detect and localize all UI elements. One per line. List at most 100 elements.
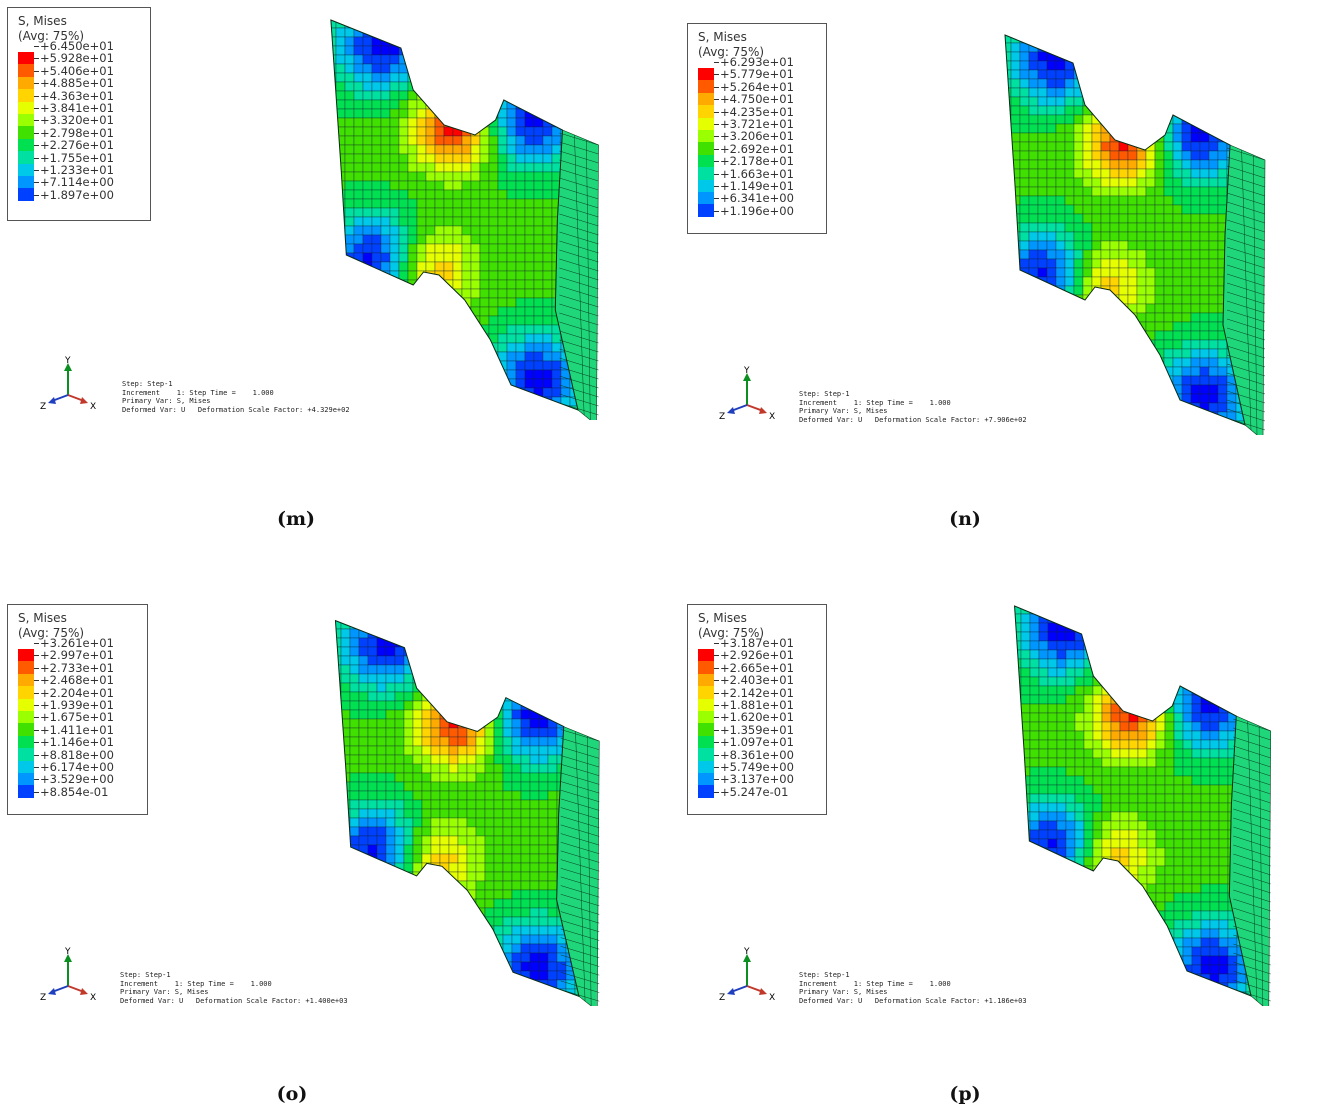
legend-value: +3.187e+01 bbox=[720, 636, 794, 650]
legend-tick bbox=[714, 754, 719, 756]
legend-tick bbox=[714, 791, 719, 793]
legend-value: +5.928e+01 bbox=[40, 51, 114, 66]
legend-swatch bbox=[18, 785, 34, 798]
legend-tick bbox=[714, 86, 719, 88]
legend-value: +1.620e+01 bbox=[720, 710, 794, 725]
legend-tick bbox=[34, 655, 39, 657]
legend-scale: +3.261e+01 +2.997e+01 +2.733e+01 +2.468e+01… bbox=[18, 637, 137, 804]
legend-p: S, Mises (Avg: 75%) +3.187e+01 +2.926e+01… bbox=[687, 604, 827, 815]
panel-label-m: (m) bbox=[276, 508, 316, 530]
legend-tick bbox=[34, 120, 39, 122]
legend-swatch bbox=[698, 673, 714, 687]
legend-value: +1.675e+01 bbox=[40, 710, 114, 725]
legend-value: +2.468e+01 bbox=[40, 673, 114, 688]
legend-tick bbox=[34, 95, 39, 97]
legend-value: +6.450e+01 bbox=[40, 39, 114, 53]
legend-swatch bbox=[18, 138, 34, 152]
legend-tick bbox=[714, 742, 719, 744]
axis-z-label: Z bbox=[40, 402, 46, 412]
legend-level: +1.939e+01 bbox=[18, 699, 137, 724]
legend-tick bbox=[714, 717, 719, 719]
legend-subtitle: (Avg: 75%) bbox=[698, 45, 765, 59]
step-info: Step: Step-1 Increment 1: Step Time = 1.0… bbox=[122, 380, 350, 414]
legend-level: +6.293e+01 bbox=[698, 56, 816, 81]
legend-level: +6.174e+00 bbox=[18, 761, 137, 786]
legend-swatch bbox=[18, 698, 34, 711]
panel-label-o: (o) bbox=[276, 1083, 308, 1105]
legend-level: +3.841e+01 bbox=[18, 102, 140, 127]
legend-value: +1.411e+01 bbox=[40, 722, 114, 737]
legend-swatch bbox=[698, 204, 714, 217]
legend-value: +5.779e+01 bbox=[720, 67, 794, 82]
legend-swatch bbox=[18, 673, 34, 687]
axis-triad: Y Z X bbox=[40, 356, 96, 412]
mesh-plot-n bbox=[1004, 34, 1266, 435]
legend-value: +5.406e+01 bbox=[40, 63, 114, 78]
legend-tick bbox=[714, 692, 719, 694]
step-info: Step: Step-1 Increment 1: Step Time = 1.0… bbox=[799, 971, 1027, 1005]
legend-title: S, Mises bbox=[18, 14, 67, 28]
legend-tick bbox=[34, 157, 39, 159]
axis-z-label: Z bbox=[719, 993, 725, 1003]
legend-tick bbox=[34, 667, 39, 669]
legend-tick bbox=[34, 766, 39, 768]
legend-subtitle: (Avg: 75%) bbox=[18, 29, 85, 43]
legend-level: +2.468e+01 bbox=[18, 674, 137, 699]
panel-p: S, Mises (Avg: 75%) +3.187e+01 +2.926e+01… bbox=[665, 556, 1330, 1111]
legend-value: +2.403e+01 bbox=[720, 673, 794, 688]
legend-subtitle: (Avg: 75%) bbox=[18, 626, 85, 640]
legend-swatch bbox=[18, 760, 34, 773]
legend-n: S, Mises (Avg: 75%) +6.293e+01 +5.779e+01… bbox=[687, 23, 827, 234]
legend-swatch bbox=[18, 175, 34, 189]
legend-swatch bbox=[698, 191, 714, 205]
legend-value: +2.997e+01 bbox=[40, 648, 114, 663]
legend-value: +4.363e+01 bbox=[40, 88, 114, 103]
legend-value: +1.897e+00 bbox=[40, 187, 114, 202]
legend-level: +5.779e+01 bbox=[698, 68, 816, 93]
legend-tick bbox=[714, 643, 719, 644]
legend-scale: +6.450e+01 +5.928e+01 +5.406e+01 +4.885e+01… bbox=[18, 40, 140, 207]
legend-swatch bbox=[18, 188, 34, 201]
panel-m: S, Mises (Avg: 75%) +6.450e+01 +5.928e+01… bbox=[0, 0, 665, 555]
legend-level: +1.881e+01 bbox=[698, 699, 816, 724]
legend-value: +1.939e+01 bbox=[40, 697, 114, 712]
legend-value: +3.529e+00 bbox=[40, 772, 114, 787]
legend-swatch bbox=[18, 686, 34, 699]
legend-level: +1.097e+01 bbox=[698, 736, 816, 761]
legend-tick bbox=[34, 754, 39, 756]
legend-level: +5.247e-01 bbox=[698, 786, 816, 804]
legend-tick bbox=[714, 198, 719, 200]
legend-swatch bbox=[18, 748, 34, 761]
legend-tick bbox=[34, 182, 39, 184]
legend-swatch bbox=[18, 723, 34, 736]
legend-level: +6.341e+00 bbox=[698, 192, 816, 217]
axis-y-label: Y bbox=[64, 356, 71, 366]
legend-m: S, Mises (Avg: 75%) +6.450e+01 +5.928e+01… bbox=[7, 7, 151, 221]
legend-swatch bbox=[698, 179, 714, 192]
legend-level: +4.235e+01 bbox=[698, 106, 816, 130]
legend-value: +1.881e+01 bbox=[720, 697, 794, 712]
legend-swatch bbox=[18, 151, 34, 164]
legend-swatch bbox=[698, 698, 714, 711]
legend-swatch bbox=[18, 52, 34, 65]
legend-tick bbox=[714, 161, 719, 163]
legend-swatch bbox=[18, 710, 34, 724]
legend-level: +8.854e-01 bbox=[18, 786, 137, 804]
legend-tick bbox=[34, 70, 39, 72]
legend-level: +1.663e+01 bbox=[698, 168, 816, 192]
legend-tick bbox=[714, 766, 719, 768]
legend-scale: +3.187e+01 +2.926e+01 +2.665e+01 +2.403e+01… bbox=[698, 637, 816, 804]
legend-swatch bbox=[698, 649, 714, 662]
legend-swatch bbox=[18, 89, 34, 102]
mesh-plot-m bbox=[330, 19, 599, 420]
legend-value: +3.841e+01 bbox=[40, 100, 114, 115]
axis-x-label: X bbox=[769, 993, 775, 1003]
legend-level: +2.142e+01 bbox=[698, 687, 816, 711]
legend-swatch bbox=[18, 649, 34, 662]
legend-value: +2.798e+01 bbox=[40, 125, 114, 140]
mesh-plot-o bbox=[334, 619, 600, 1006]
axis-triad: Y Z X bbox=[719, 366, 775, 422]
legend-value: +6.293e+01 bbox=[720, 55, 794, 69]
legend-level: +1.149e+01 bbox=[698, 180, 816, 205]
legend-level: +5.406e+01 bbox=[18, 65, 140, 90]
